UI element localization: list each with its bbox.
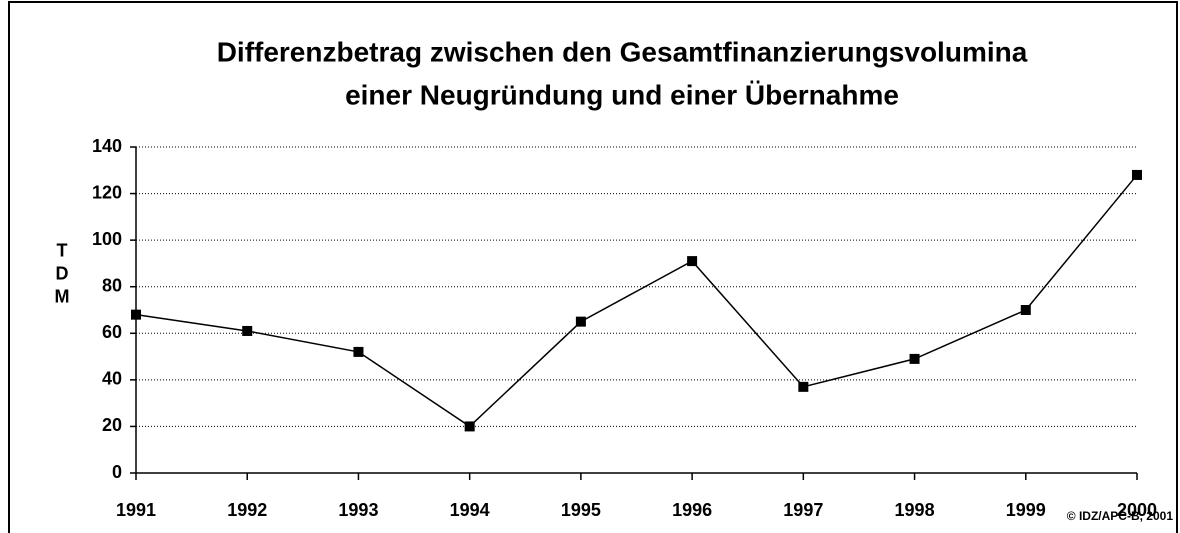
chart-title: einer Neugründung und einer Übernahme: [345, 79, 899, 110]
x-tick-label: 2000: [1117, 500, 1157, 520]
marker: [1020, 305, 1031, 315]
y-tick-label: 100: [92, 229, 122, 249]
x-tick-label: 1993: [338, 500, 378, 520]
x-tick-label: 1992: [227, 500, 267, 520]
chart-title: Differenzbetrag zwischen den Gesamtfinan…: [217, 36, 1028, 67]
marker: [464, 421, 475, 432]
y-tick-label: 0: [112, 462, 122, 482]
x-tick-label: 1997: [783, 500, 823, 520]
y-axis-label: TDM: [52, 241, 72, 310]
annotation: © IDZ/APC-B, 2001: [1067, 509, 1174, 523]
x-tick-label: 1996: [672, 500, 712, 520]
marker: [909, 353, 920, 364]
y-tick-label: 40: [102, 369, 122, 389]
y-tick-label: 80: [102, 275, 122, 295]
marker: [1132, 169, 1142, 180]
marker: [798, 381, 809, 392]
y-tick-label: 20: [102, 415, 122, 435]
x-tick-label: 1994: [450, 500, 490, 520]
marker: [575, 316, 586, 327]
marker: [687, 256, 698, 267]
y-tick-label: 120: [92, 182, 122, 202]
marker: [242, 325, 253, 336]
x-tick-label: 1999: [1006, 500, 1046, 520]
x-tick-label: 1998: [895, 500, 935, 520]
x-tick-label: 1995: [561, 500, 601, 520]
frame: [8, 1, 1178, 533]
marker: [353, 346, 364, 357]
y-tick-label: 140: [92, 136, 122, 156]
marker: [131, 309, 141, 320]
y-tick-label: 60: [102, 322, 122, 342]
line: [135, 174, 1138, 428]
x-tick-label: 1991: [116, 500, 156, 520]
